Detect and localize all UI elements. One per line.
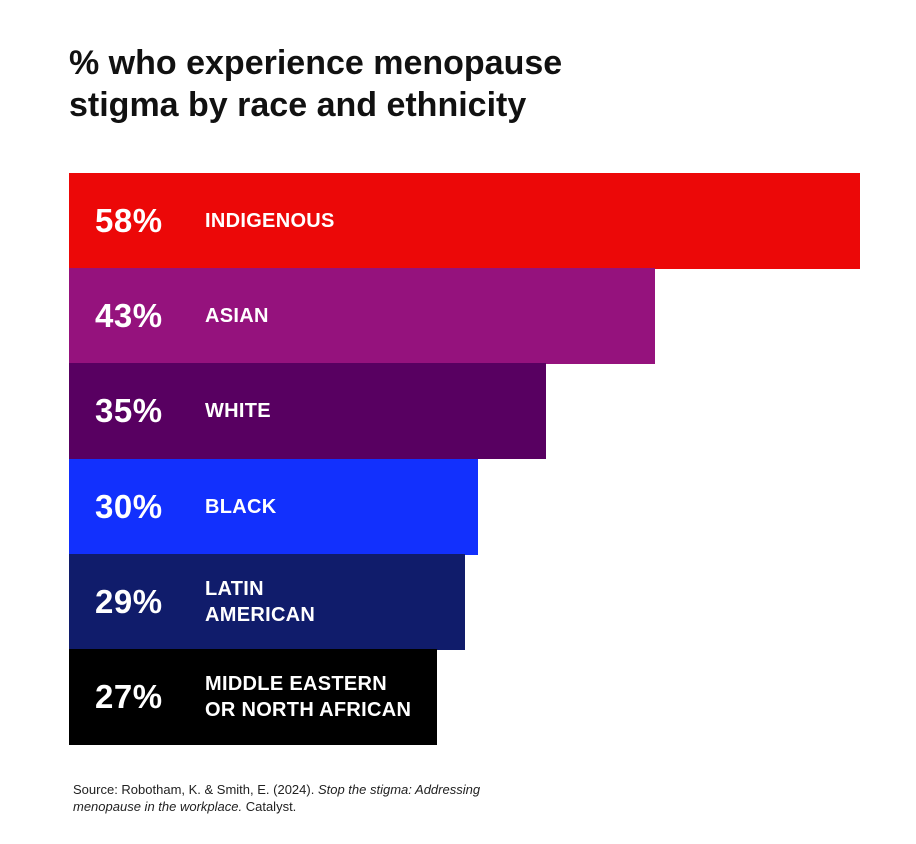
bar: 35% WHITE bbox=[69, 363, 546, 460]
bar-category-label: WHITE bbox=[205, 400, 271, 423]
bar-value-label: 43% bbox=[95, 297, 163, 335]
bar-value-label: 27% bbox=[95, 678, 163, 715]
bar-chart: 58% INDIGENOUS 43% ASIAN 35% WHITE 30% BLACK 29%… bbox=[69, 173, 860, 745]
chart-title-line-2: stigma by race and ethnicity bbox=[69, 86, 527, 124]
chart-title-line-1: % who experience menopause bbox=[69, 44, 563, 82]
bar: 58% INDIGENOUS bbox=[69, 173, 860, 269]
bar-category-label: INDIGENOUS bbox=[205, 210, 335, 232]
source-citation: Source: Robotham, K. & Smith, E. (2024).… bbox=[73, 781, 523, 815]
bar-value-label: 30% bbox=[95, 487, 163, 525]
bar-value-label: 29% bbox=[95, 582, 163, 620]
source-suffix: Catalyst. bbox=[242, 799, 297, 814]
bar: 30% BLACK bbox=[69, 458, 478, 555]
bar-category-label: LATIN AMERICAN bbox=[205, 577, 316, 626]
source-prefix: Source: Robotham, K. & Smith, E. (2024). bbox=[73, 782, 318, 797]
bar: 43% ASIAN bbox=[69, 268, 655, 365]
bar-value-label: 35% bbox=[95, 392, 163, 430]
bar: 29% LATIN AMERICAN bbox=[69, 553, 465, 650]
bar-category-label: BLACK bbox=[205, 495, 277, 518]
bar: 27% MIDDLE EASTERN OR NORTH AFRICAN bbox=[69, 649, 437, 745]
bar-value-label: 58% bbox=[95, 202, 163, 239]
bar-category-label: MIDDLE EASTERN OR NORTH AFRICAN bbox=[205, 673, 412, 721]
bar-category-label: ASIAN bbox=[205, 305, 269, 328]
chart-title: % who experience menopause stigma by rac… bbox=[69, 42, 629, 126]
source-title: Stop the stigma: Addressing menopause in… bbox=[73, 782, 481, 814]
